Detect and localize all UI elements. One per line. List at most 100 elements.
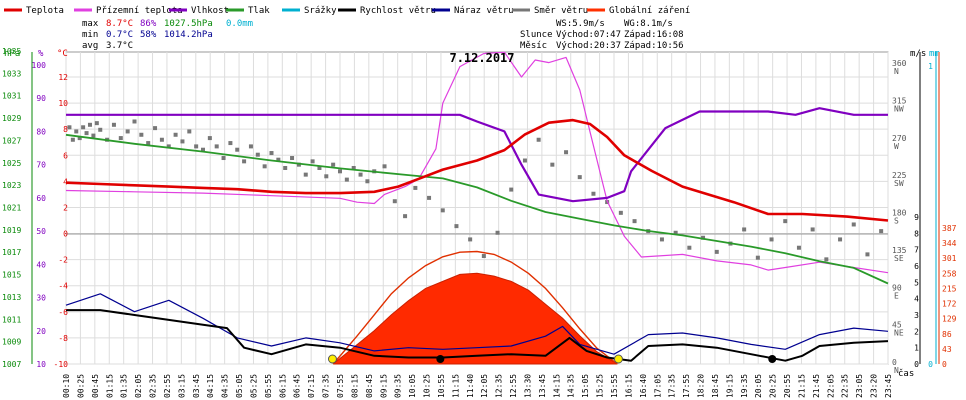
wind-direction-point bbox=[242, 159, 247, 164]
x-tick-label: 00:25 bbox=[76, 374, 85, 398]
wind-direction-point bbox=[879, 229, 884, 234]
radiation-tick-label: 172 bbox=[942, 300, 957, 309]
x-tick-label: 00:45 bbox=[91, 374, 100, 398]
sunset-marker bbox=[613, 354, 623, 364]
wind-direction-point bbox=[659, 237, 664, 242]
direction-deg-label: 135 bbox=[892, 246, 907, 255]
rain-tick-label: 1 bbox=[928, 62, 933, 71]
moonrise-marker bbox=[768, 355, 777, 363]
pct-tick-label: 20 bbox=[36, 327, 46, 336]
stat-avg-label: avg bbox=[82, 41, 98, 51]
wind-direction-point bbox=[714, 249, 719, 254]
legend-label: Přízemní teplota bbox=[96, 6, 183, 16]
temp-tick-label: 4 bbox=[63, 177, 68, 186]
wind-direction-point bbox=[248, 144, 253, 149]
wind-direction-point bbox=[701, 235, 706, 240]
hpa-tick-label: 1023 bbox=[2, 181, 21, 190]
wind-direction-point bbox=[74, 129, 79, 134]
wind-direction-point bbox=[77, 136, 82, 141]
hpa-tick-label: 1025 bbox=[2, 159, 21, 168]
info-sun-set: Západ:16:08 bbox=[624, 30, 684, 40]
wind-direction-point bbox=[296, 162, 301, 167]
wind-direction-point bbox=[351, 165, 356, 170]
wind-speed-line bbox=[66, 309, 889, 362]
x-tick-label: 23:45 bbox=[884, 374, 893, 398]
info-block: WS:5.9m/s WG:8.1m/s Slunce Východ:07:47 … bbox=[520, 19, 684, 51]
wind-direction-point bbox=[769, 237, 774, 242]
pct-axis-label: % bbox=[38, 49, 44, 59]
wind-direction-point bbox=[290, 156, 295, 161]
wind-tick-label: 0 bbox=[914, 360, 919, 369]
info-sun-label: Slunce bbox=[520, 30, 553, 40]
x-tick-label: 13:45 bbox=[538, 374, 547, 398]
direction-deg-label: 45 bbox=[892, 321, 902, 330]
x-tick-label: 07:55 bbox=[336, 374, 345, 398]
hpa-tick-label: 1013 bbox=[2, 293, 21, 302]
sunrise-marker bbox=[327, 354, 337, 364]
stat-avg-temp: 3.7°C bbox=[106, 41, 133, 51]
direction-deg-label: 270 bbox=[892, 134, 907, 143]
direction-deg-label: 360 bbox=[892, 59, 907, 68]
pct-tick-label: 50 bbox=[36, 227, 46, 236]
wind-direction-point bbox=[796, 245, 801, 250]
wind-direction-point bbox=[564, 150, 569, 155]
stat-min-temp: 0.7°C bbox=[106, 30, 133, 40]
wind-direction-point bbox=[153, 126, 158, 131]
hpa-tick-label: 1033 bbox=[2, 69, 21, 78]
wind-direction-point bbox=[111, 122, 116, 127]
wind-direction-point bbox=[87, 122, 92, 127]
wind-direction-point bbox=[201, 147, 205, 152]
wind-direction-point bbox=[98, 127, 103, 132]
wind-direction-point bbox=[687, 245, 692, 250]
wind-direction-point bbox=[338, 169, 342, 174]
x-tick-label: 17:05 bbox=[653, 374, 662, 398]
x-tick-label: 01:15 bbox=[105, 374, 114, 398]
info-moon-rise: Východ:20:37 bbox=[556, 41, 621, 51]
humidity-line bbox=[66, 107, 888, 203]
stats-block: max 8.7°C 86% 1027.5hPa 0.0mm min 0.7°C … bbox=[82, 19, 253, 51]
wind-direction-point bbox=[94, 121, 99, 126]
x-tick-label: 06:45 bbox=[293, 374, 302, 398]
x-tick-label: 12:05 bbox=[480, 374, 489, 398]
wind-direction-point bbox=[132, 119, 137, 124]
wind-axis-label: m/s bbox=[910, 49, 926, 59]
temp-tick-label: -6 bbox=[58, 308, 68, 317]
legend-label: Tlak bbox=[248, 6, 270, 16]
direction-name-label: E bbox=[894, 291, 899, 300]
x-tick-label: 12:35 bbox=[495, 374, 504, 398]
pct-tick-label: 100 bbox=[32, 61, 47, 70]
wind-direction-point bbox=[382, 164, 387, 169]
direction-name-label: SE bbox=[894, 254, 904, 263]
direction-deg-label: 315 bbox=[892, 96, 907, 105]
legend-label: Teplota bbox=[26, 6, 64, 16]
x-tick-label: 21:15 bbox=[797, 374, 806, 398]
x-tick-label: 03:15 bbox=[177, 374, 186, 398]
x-tick-label: 07:35 bbox=[322, 374, 331, 398]
wind-direction-point bbox=[146, 141, 151, 146]
wind-direction-point bbox=[159, 137, 164, 142]
x-tick-label: 17:35 bbox=[668, 374, 677, 398]
hpa-tick-label: 1015 bbox=[2, 271, 21, 280]
pct-tick-label: 30 bbox=[36, 294, 46, 303]
x-tick-label: 15:55 bbox=[610, 374, 619, 398]
ground-temperature-line bbox=[65, 51, 889, 274]
temp-axis-label: °C bbox=[57, 49, 68, 59]
wind-direction-point bbox=[235, 147, 240, 152]
wind-direction-point bbox=[317, 165, 322, 170]
wind-direction-point bbox=[427, 195, 432, 200]
wind-direction-point bbox=[673, 230, 678, 235]
x-tick-label: 11:40 bbox=[466, 374, 475, 398]
info-ws: WS:5.9m/s bbox=[556, 19, 605, 29]
rain-tick-label: 0 bbox=[928, 360, 933, 369]
wind-direction-point bbox=[276, 157, 281, 162]
wind-direction-point bbox=[865, 252, 870, 257]
wind-direction-point bbox=[358, 172, 363, 177]
temp-tick-label: 2 bbox=[63, 203, 68, 212]
temp-tick-label: -8 bbox=[58, 334, 68, 343]
stat-max-temp: 8.7°C bbox=[106, 19, 133, 29]
x-tick-label: 23:20 bbox=[870, 374, 879, 398]
info-sun-rise: Východ:07:47 bbox=[556, 30, 621, 40]
wind-direction-point bbox=[207, 136, 212, 141]
wind-direction-point bbox=[269, 151, 274, 156]
x-tick-label: 02:35 bbox=[149, 374, 158, 398]
